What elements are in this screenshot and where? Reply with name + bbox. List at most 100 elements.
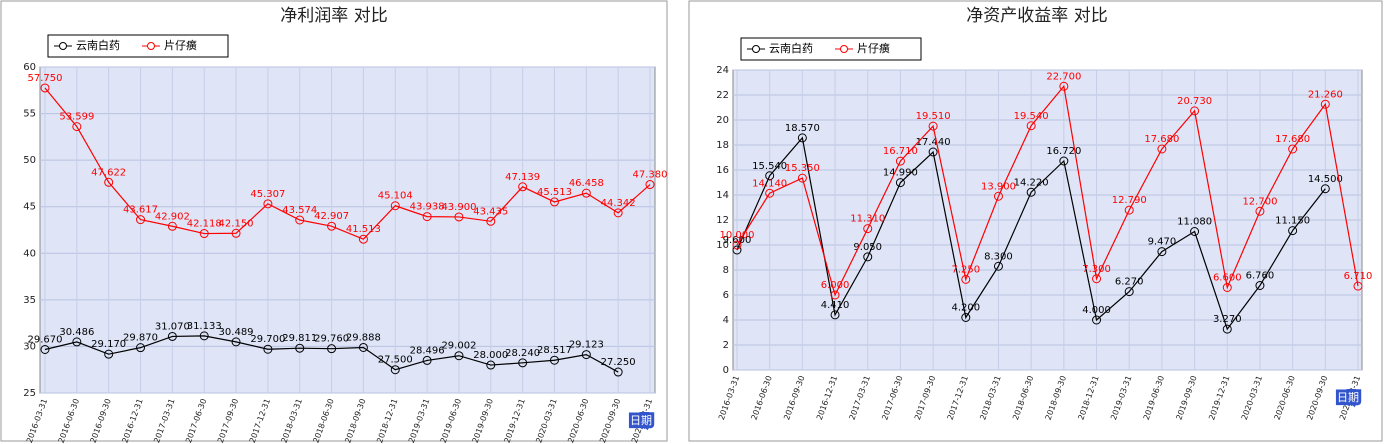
value-label: 10.000 <box>720 230 755 241</box>
y-tick-label: 40 <box>23 248 36 259</box>
point <box>1092 315 1102 325</box>
point <box>136 343 146 353</box>
point <box>993 261 1003 271</box>
value-label: 29.002 <box>441 341 476 352</box>
y-tick-label: 50 <box>23 155 36 166</box>
series-line <box>44 87 651 240</box>
point <box>422 212 432 222</box>
value-label: 29.170 <box>91 339 126 350</box>
value-label: 12.790 <box>1112 195 1147 206</box>
value-label: 29.888 <box>346 332 381 343</box>
value-label: 42.118 <box>187 219 222 230</box>
point <box>797 133 807 143</box>
value-label: 20.730 <box>1177 96 1212 107</box>
value-label: 6.710 <box>1344 271 1373 282</box>
point <box>199 331 209 341</box>
point <box>167 221 177 231</box>
y-tick-label: 6 <box>723 290 729 301</box>
point <box>1059 81 1069 91</box>
series-line <box>44 335 619 373</box>
value-label: 14.220 <box>1014 177 1049 188</box>
value-label: 19.510 <box>916 111 951 122</box>
y-tick-label: 0 <box>723 365 729 376</box>
point <box>1255 206 1265 216</box>
value-label: 43.900 <box>441 202 476 213</box>
point <box>961 274 971 284</box>
value-label: 29.760 <box>314 334 349 345</box>
x-axis-label: 日期 <box>1337 391 1359 404</box>
point <box>295 215 305 225</box>
point <box>613 208 623 218</box>
value-label: 42.907 <box>314 211 349 222</box>
value-label: 29.123 <box>569 340 604 351</box>
value-label: 44.342 <box>601 198 636 209</box>
point <box>390 365 400 375</box>
point <box>993 191 1003 201</box>
legend <box>740 37 922 61</box>
series-line <box>736 84 1359 297</box>
value-label: 6.600 <box>1213 273 1242 284</box>
point <box>1190 227 1200 236</box>
legend-marker <box>59 42 67 50</box>
point <box>486 360 496 370</box>
point <box>231 337 241 347</box>
point <box>72 122 82 132</box>
value-label: 28.240 <box>505 348 540 359</box>
point <box>263 199 273 209</box>
point <box>1222 324 1232 334</box>
point <box>1255 281 1265 290</box>
legend-marker <box>147 42 155 50</box>
point <box>518 358 528 368</box>
point <box>1320 184 1330 194</box>
value-label: 14.140 <box>752 178 787 189</box>
point <box>390 201 400 211</box>
point <box>104 177 114 187</box>
point <box>961 313 971 322</box>
legend-label: 云南白药 <box>769 41 813 55</box>
value-label: 14.500 <box>1308 174 1343 185</box>
y-tick-label: 35 <box>23 295 36 306</box>
value-label: 43.435 <box>473 206 508 217</box>
point <box>1092 274 1102 284</box>
value-label: 6.760 <box>1246 271 1275 282</box>
value-label: 29.670 <box>28 335 63 346</box>
value-label: 42.150 <box>219 218 254 229</box>
point <box>830 310 840 320</box>
legend-marker <box>752 45 760 53</box>
point <box>1026 121 1036 131</box>
value-label: 13.900 <box>981 181 1016 192</box>
value-label: 53.599 <box>59 112 94 123</box>
value-label: 7.300 <box>1082 264 1111 275</box>
y-tick-label: 25 <box>23 388 36 399</box>
point <box>1190 106 1200 116</box>
point <box>1320 99 1330 109</box>
value-label: 15.350 <box>785 163 820 174</box>
point <box>1222 283 1232 292</box>
point <box>1288 226 1298 236</box>
value-label: 45.307 <box>250 189 285 200</box>
value-label: 17.680 <box>1275 134 1310 145</box>
value-label: 27.500 <box>378 355 413 366</box>
value-label: 6.270 <box>1115 277 1144 288</box>
legend <box>47 34 229 58</box>
point <box>765 188 775 198</box>
value-label: 57.750 <box>28 73 63 84</box>
y-tick-label: 10 <box>716 240 729 251</box>
point <box>263 344 273 354</box>
value-label: 47.622 <box>91 167 126 178</box>
point <box>765 171 775 181</box>
value-label: 18.570 <box>785 123 820 134</box>
point <box>1157 144 1167 154</box>
y-tick-label: 16 <box>716 165 729 176</box>
chart-title: 净利润率 对比 <box>280 6 387 26</box>
value-label: 9.050 <box>853 242 882 253</box>
point <box>1124 287 1134 297</box>
point <box>830 290 840 300</box>
y-tick-label: 14 <box>716 190 729 201</box>
point <box>72 337 82 347</box>
point <box>358 342 368 352</box>
point <box>358 234 368 244</box>
value-label: 4.200 <box>951 303 980 314</box>
value-label: 22.700 <box>1046 71 1081 82</box>
value-label: 21.260 <box>1308 89 1343 100</box>
